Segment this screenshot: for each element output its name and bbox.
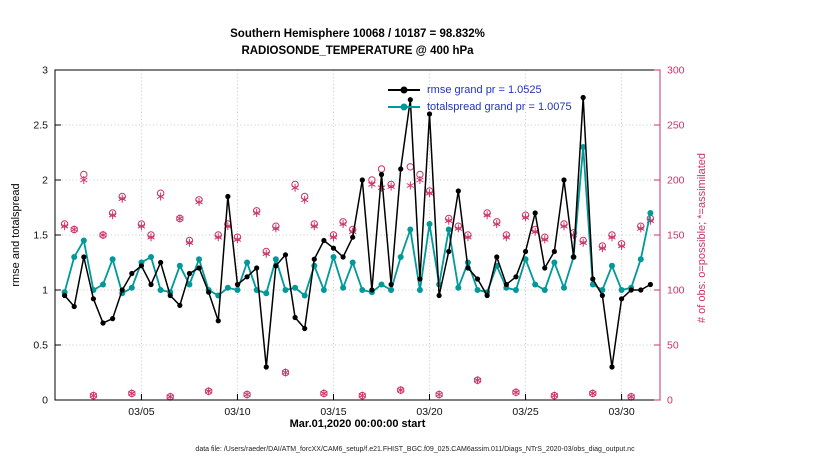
svg-text:03/10: 03/10 (224, 406, 250, 418)
svg-text:03/25: 03/25 (512, 406, 538, 418)
legend-rmse-line-sample (388, 86, 420, 94)
svg-text:03/15: 03/15 (320, 406, 346, 418)
right-axis-label: # of obs: o=possible; *=assimilated (696, 153, 708, 323)
svg-text:03/30: 03/30 (608, 406, 634, 418)
svg-text:150: 150 (667, 230, 685, 242)
legend-rmse-marker (400, 86, 408, 94)
svg-text:1.5: 1.5 (33, 230, 48, 242)
data-file-caption: data file: /Users/raeder/DAI/ATM_forcXX/… (195, 446, 635, 453)
legend-totalspread-line-sample (388, 103, 420, 111)
svg-text:200: 200 (667, 175, 685, 187)
svg-text:100: 100 (667, 285, 685, 297)
svg-text:0: 0 (42, 395, 48, 407)
svg-text:1: 1 (42, 285, 48, 297)
legend: rmse grand pr = 1.0525 totalspread grand… (388, 84, 572, 113)
chart-title-line1: Southern Hemisphere 10068 / 10187 = 98.8… (230, 28, 485, 40)
legend-totalspread-label: totalspread grand pr = 1.0075 (427, 101, 572, 113)
svg-text:300: 300 (667, 65, 685, 77)
svg-text:50: 50 (667, 340, 679, 352)
svg-text:2: 2 (42, 175, 48, 187)
svg-text:0: 0 (667, 395, 673, 407)
legend-totalspread-marker (400, 103, 408, 111)
svg-text:2.5: 2.5 (33, 120, 48, 132)
svg-text:3: 3 (42, 65, 48, 77)
left-axis-label: rmse and totalspread (10, 183, 22, 287)
svg-text:03/05: 03/05 (128, 406, 154, 418)
svg-text:03/20: 03/20 (416, 406, 442, 418)
legend-rmse-label: rmse grand pr = 1.0525 (427, 84, 542, 96)
legend-item-totalspread: totalspread grand pr = 1.0075 (388, 101, 572, 113)
chart-title-block: Southern Hemisphere 10068 / 10187 = 98.8… (55, 26, 660, 59)
legend-item-rmse: rmse grand pr = 1.0525 (388, 84, 572, 96)
svg-text:250: 250 (667, 120, 685, 132)
chart-title-line2: RADIOSONDE_TEMPERATURE @ 400 hPa (241, 44, 474, 57)
svg-text:0.5: 0.5 (33, 340, 48, 352)
x-axis-label: Mar.01,2020 00:00:00 start (289, 418, 426, 430)
